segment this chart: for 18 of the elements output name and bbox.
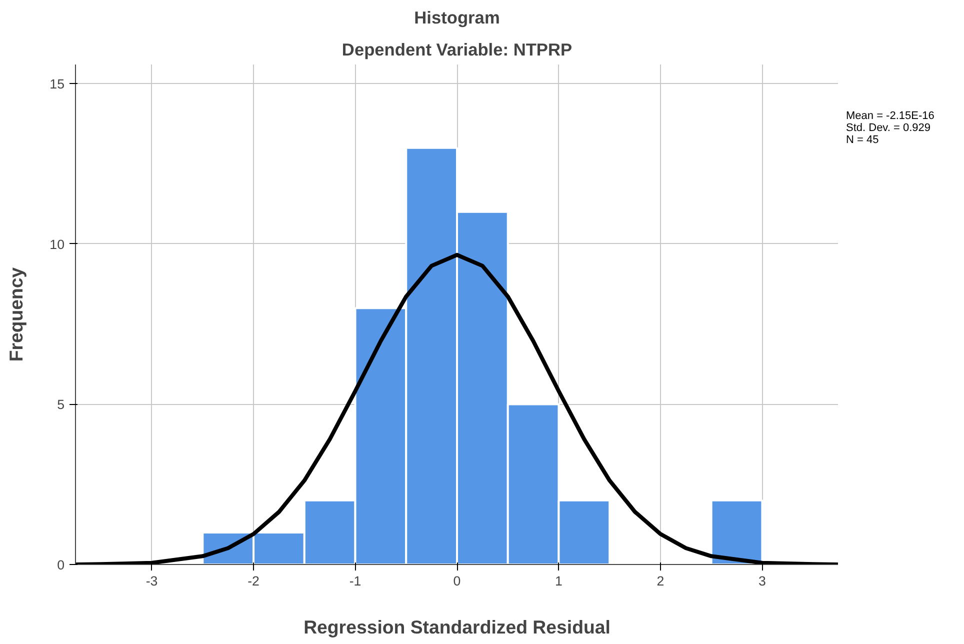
y-tick-label: 5 <box>57 397 65 412</box>
text: Mean = -2.15E-16 <box>846 110 934 122</box>
text: N = 45 <box>846 134 879 146</box>
x-tick-label: -1 <box>349 574 362 588</box>
x-tick-label: 0 <box>453 574 461 588</box>
x-tick-label: -3 <box>146 574 158 588</box>
x-tick-label: 2 <box>656 574 664 588</box>
y-tick-label: 15 <box>50 76 65 92</box>
y-tick-label: 0 <box>57 558 65 572</box>
chart-title: Histogram <box>414 8 500 28</box>
y-tick-label: 10 <box>50 236 65 252</box>
y-axis-title: Frequency <box>6 266 27 362</box>
x-tick-label: 1 <box>555 574 562 588</box>
x-tick-label: 3 <box>758 574 766 588</box>
chart-subtitle: Dependent Variable: NTPRP <box>342 40 572 60</box>
x-axis-title: Regression Standardized Residual <box>304 616 610 638</box>
x-tick-label: -2 <box>248 574 260 588</box>
text: Std. Dev. = 0.929 <box>846 122 930 134</box>
